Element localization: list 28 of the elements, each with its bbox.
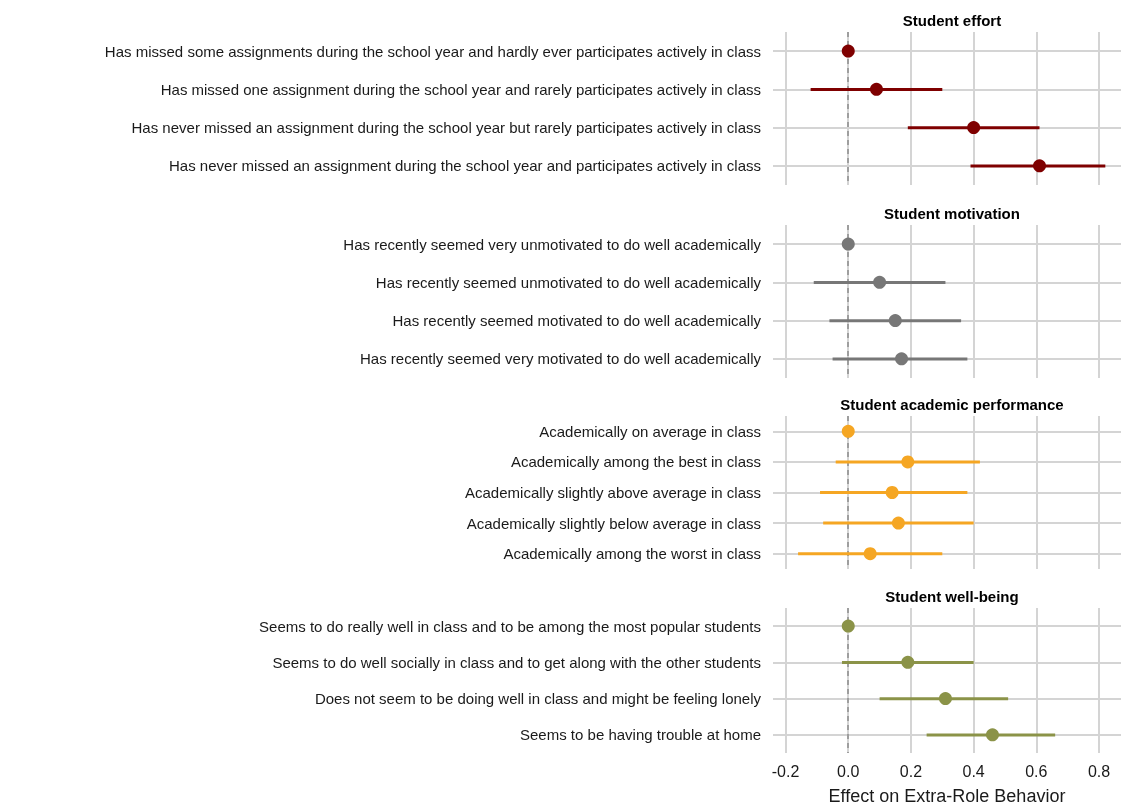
x-tick-label: 0.8 — [1087, 762, 1111, 780]
y-tick-label: Has recently seemed very unmotivated to do well academically — [343, 235, 762, 253]
chart-title: Student motivation — [884, 205, 1020, 222]
y-tick-label: Seems to do well socially in class and to get along with the other students — [272, 653, 761, 671]
y-tick-label: Has recently seemed motivated to do well academically — [392, 312, 762, 330]
y-tick-label: Academically on average in class — [539, 422, 761, 440]
x-tick-label: -0.2 — [771, 762, 800, 780]
chart-title: Student academic performance — [840, 396, 1064, 413]
chart-title: Student well-being — [885, 588, 1019, 605]
chart-title: Student effort — [902, 12, 1002, 29]
y-tick-label: Academically slightly above average in class — [465, 484, 761, 501]
y-tick-label: Academically among the best in class — [510, 453, 761, 471]
y-tick-label: Does not seem to be doing well in class and might be feeling lonely — [314, 690, 762, 708]
y-tick-label: Has never missed an assignment during the school year and participates actively in class — [169, 157, 761, 175]
y-tick-label: Academically among the worst in class — [503, 545, 761, 563]
x-tick-label: 0.6 — [1025, 762, 1048, 780]
y-tick-label: Has recently seemed unmotivated to do well academically — [375, 273, 762, 291]
y-tick-label: Seems to be having trouble at home — [520, 726, 761, 744]
x-tick-label: 0.2 — [899, 762, 923, 780]
y-tick-label: Has missed one assignment during the school year and rarely participates actively in class — [160, 80, 761, 98]
y-tick-label: Has missed some assignments during the school year and hardly ever participates actively in class — [104, 42, 761, 60]
y-tick-label: Academically slightly below average in class — [466, 514, 761, 532]
y-tick-label: Has never missed an assignment during the school year but rarely participates actively in class — [131, 119, 761, 137]
y-tick-label: Seems to do really well in class and to be among the most popular students — [259, 617, 761, 635]
x-axis-title: Effect on Extra-Role Behavior — [828, 786, 1066, 806]
y-tick-label: Has recently seemed very motivated to do well academically — [359, 350, 762, 368]
x-tick-label: 0.4 — [962, 762, 985, 780]
x-tick-label: 0.0 — [837, 762, 860, 780]
